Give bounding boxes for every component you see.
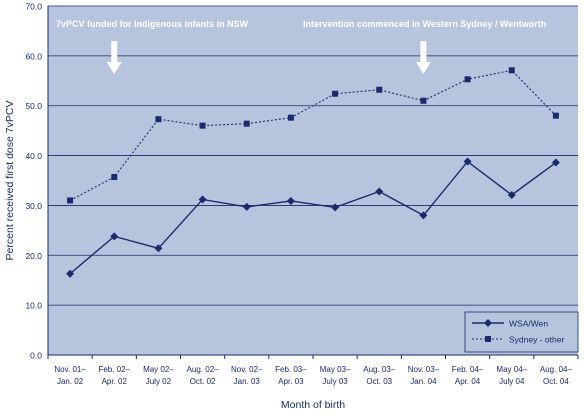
data-point-wsa-wen: [286, 196, 295, 205]
series-line-sydney-other: [69, 69, 557, 201]
annotation-text: Intervention commenced in Western Sydney…: [303, 19, 546, 29]
legend: WSA/Wen Sydney - other: [464, 311, 579, 353]
x-tick-label: July 02: [146, 377, 172, 386]
data-point-sydney-other: [67, 197, 74, 204]
data-point-sydney-other: [287, 114, 294, 121]
x-tick-label: Apr. 02: [102, 377, 128, 386]
data-point-wsa-wen: [419, 211, 428, 220]
y-tick-label: 30.0: [25, 201, 42, 211]
data-point-wsa-wen: [463, 157, 472, 166]
data-point-sydney-other: [199, 122, 206, 129]
data-point-wsa-wen: [375, 187, 384, 196]
annotation-text: 7vPCV funded for Indigenous infants in N…: [56, 19, 249, 29]
y-tick-label: 20.0: [25, 251, 42, 261]
x-tick-label: Nov. 01–: [54, 365, 86, 374]
x-tick-label: Jan. 04: [410, 377, 437, 386]
legend-marker-square: [485, 336, 491, 342]
data-point-sydney-other: [376, 86, 383, 93]
series-lines: [66, 67, 560, 278]
x-tick-label: July 04: [499, 377, 525, 386]
data-point-wsa-wen: [154, 244, 163, 253]
y-tick-label: 50.0: [25, 101, 42, 111]
x-tick-label: Apr. 03: [278, 377, 304, 386]
x-tick-label: May 03–: [320, 365, 351, 374]
x-tick-label: Feb. 04–: [452, 365, 484, 374]
data-point-sydney-other: [243, 120, 250, 127]
y-tick-label: 0.0: [30, 351, 42, 361]
x-tick-label: Oct. 02: [190, 377, 216, 386]
data-point-sydney-other: [111, 174, 118, 181]
legend-box: [464, 311, 579, 353]
annotations: 7vPCV funded for Indigenous infants in N…: [56, 19, 546, 74]
x-tick-label: Oct. 03: [366, 377, 392, 386]
axes: 0.0 10.0 20.0 30.0 40.0 50.0 60.0 70.0 Nov. 01– J…: [4, 2, 579, 411]
x-tick-label: Jan. 02: [57, 377, 84, 386]
legend-label: WSA/Wen: [509, 319, 548, 329]
x-tick-label: May 04–: [496, 365, 527, 374]
y-tick-label: 70.0: [25, 2, 42, 12]
legend-label: Sydney - other: [509, 335, 564, 345]
x-tick-label: Feb. 02–: [98, 365, 130, 374]
x-tick-label: Aug. 02–: [187, 365, 220, 374]
x-tick-label: Aug. 03–: [363, 365, 396, 374]
x-tick-label: Feb. 03–: [275, 365, 307, 374]
down-arrow-icon: [415, 41, 431, 74]
data-point-wsa-wen: [331, 203, 340, 212]
y-tick-label: 40.0: [25, 151, 42, 161]
data-point-wsa-wen: [110, 232, 119, 241]
data-point-wsa-wen: [507, 190, 516, 199]
data-point-wsa-wen: [551, 158, 560, 167]
data-point-sydney-other: [420, 97, 427, 104]
x-tick-label: Aug. 04–: [540, 365, 573, 374]
x-tick-label: Jan. 03: [234, 377, 261, 386]
data-point-wsa-wen: [198, 195, 207, 204]
x-tick-label: Nov. 03–: [408, 365, 440, 374]
data-point-sydney-other: [508, 67, 515, 74]
data-point-wsa-wen: [66, 269, 75, 278]
plot-area: [48, 6, 578, 355]
y-tick-label: 10.0: [25, 301, 42, 311]
x-tick-label: July 03: [322, 377, 348, 386]
data-point-wsa-wen: [242, 202, 251, 211]
legend-marker-diamond: [484, 319, 492, 327]
x-tick-label: Oct. 04: [543, 377, 569, 386]
down-arrow-icon: [106, 41, 122, 74]
y-axis-title: Percent received first dose 7vPCV: [4, 101, 16, 261]
data-point-sydney-other: [464, 76, 471, 83]
data-point-sydney-other: [155, 116, 162, 123]
x-tick-label: Nov. 02–: [231, 365, 263, 374]
x-axis-title: Month of birth: [281, 399, 345, 411]
series-line-wsa-wen: [69, 160, 557, 275]
y-tick-label: 60.0: [25, 51, 42, 61]
x-tick-label: May 02–: [143, 365, 174, 374]
plot-background: [48, 6, 578, 355]
x-tick-label: Apr. 04: [455, 377, 481, 386]
data-point-sydney-other: [332, 90, 339, 97]
data-point-sydney-other: [552, 112, 559, 119]
